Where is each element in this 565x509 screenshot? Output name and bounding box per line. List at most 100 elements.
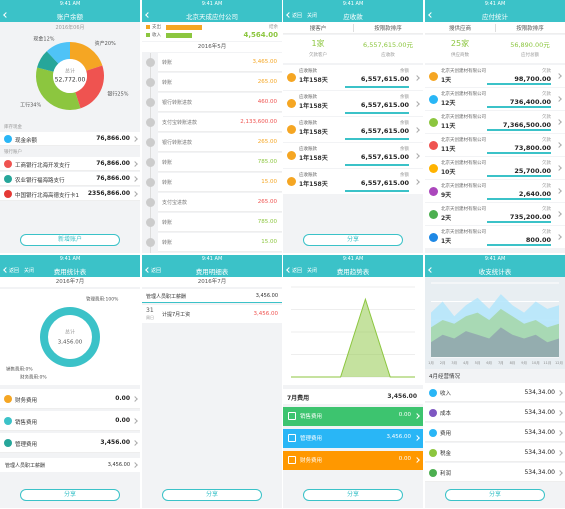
row-days: 10天 — [441, 169, 456, 176]
list-row[interactable]: 收入 534,34.00 — [425, 383, 565, 402]
list-row[interactable]: 财务费用 0.00 — [0, 389, 140, 409]
total-value: 3,456.00 — [58, 340, 83, 346]
nav-title: 费用统计表 — [53, 268, 87, 276]
tab[interactable]: 搜供应商 — [448, 26, 471, 32]
ledger-row[interactable]: 支付宝转账进款 2,133,600.00 — [158, 113, 282, 132]
tab[interactable]: 搜客户 — [309, 26, 327, 32]
ledger-row[interactable]: 银行转账进款 460.00 — [158, 93, 282, 112]
chevron — [557, 429, 563, 436]
row-icon — [429, 209, 438, 219]
list-row[interactable]: 销售费用 0.00 — [0, 411, 140, 431]
row-amount: 736,400.00 — [509, 98, 551, 106]
row-bar — [487, 198, 551, 200]
timeline-dot — [146, 198, 155, 207]
ledger-row[interactable]: 转账 15.00 — [158, 233, 282, 252]
share-button[interactable]: 分享 — [162, 489, 262, 501]
close-button[interactable]: 关闭 — [24, 268, 35, 274]
slice-label: 管理费用:100% — [86, 296, 119, 303]
row-icon — [288, 434, 296, 442]
back-button[interactable]: 返回 — [292, 268, 303, 274]
list-row[interactable]: 现金余额 76,866.00 — [0, 132, 140, 146]
category-row[interactable]: 财务费用 0.00 — [283, 451, 423, 470]
list-row[interactable]: 应收账款 1年158天 余额 6,557,615.00 — [283, 117, 423, 142]
list-row[interactable]: 工商银行北海开发支行 76,866.00 — [0, 157, 140, 171]
list-row[interactable]: 北京天创建材有限公司 1天 欠款 98,700.00 — [425, 65, 565, 87]
share-button[interactable]: 新增账户 — [20, 234, 120, 246]
row-amount: 25,700.00 — [514, 167, 551, 175]
list-row[interactable]: 北京天创建材有限公司 12天 欠款 736,400.00 — [425, 88, 565, 110]
category-row[interactable]: 销售费用 0.00 — [283, 407, 423, 426]
detail-amount: 3,456.00 — [107, 462, 130, 468]
status-bar: 9:41 AM — [425, 255, 565, 263]
ledger-row[interactable]: 转账 15.00 — [158, 173, 282, 192]
list-row[interactable]: 中国银行北海高德支行卡1 2356,866.00 — [0, 187, 140, 201]
slice-label: 工行34% — [20, 102, 41, 109]
donut-chart: 资产20% 银行25% 工行34% 现金12% 总计 52,772.00 — [0, 30, 140, 122]
detail-row[interactable]: 管理人员职工薪酬 3,456.00 — [0, 458, 140, 472]
list-row[interactable]: 应收账款 1年158天 余额 6,557,615.00 — [283, 65, 423, 90]
phone-screen: 9:41 AM 费用统计表 返回 关闭 2016年7月 管理费用:100% 销售费用:0% 财… — [0, 255, 140, 508]
donut-slice — [70, 42, 103, 71]
entry-row[interactable]: 31 周日 计提7月工资 3,456.00 — [142, 305, 282, 323]
row-icon — [4, 135, 12, 143]
legend-name: 支出 — [152, 25, 161, 30]
nav-bar: 费用趋势表 返回 关闭 — [283, 263, 423, 277]
legend-name: 收入 — [152, 33, 161, 38]
category-row[interactable]: 管理费用 3,456.00 — [283, 429, 423, 448]
chevron — [132, 161, 138, 167]
date: 2016年06月 — [55, 25, 85, 31]
ledger-row[interactable]: 转账 785.00 — [158, 213, 282, 232]
row-name: 收入 — [440, 391, 452, 397]
ledger-row[interactable]: 支付宝进款 265.00 — [158, 193, 282, 212]
list-row[interactable]: 应收账款 1年158天 余额 6,557,615.00 — [283, 91, 423, 116]
list-row[interactable]: 管理费用 3,456.00 — [0, 433, 140, 453]
row-icon — [287, 99, 296, 108]
donut-slice — [37, 51, 59, 72]
phone-screen: 9:41 AM 应收款 返回 关闭 搜客户 按限款排序 1家 6,557,615.00元 欠款客… — [283, 0, 423, 253]
share-button[interactable]: 分享 — [303, 489, 403, 501]
list-row[interactable]: 北京天创建材有限公司 11天 欠款 7,366,500.00 — [425, 111, 565, 133]
list-row[interactable]: 费用 534,34.00 — [425, 423, 565, 442]
back-button[interactable]: 返回 — [292, 13, 303, 19]
list-row[interactable]: 北京天创建材有限公司 1天 欠款 800.00 — [425, 226, 565, 248]
ledger-row[interactable]: 银行转账进款 265.00 — [158, 133, 282, 152]
list-row[interactable]: 北京天创建材有限公司 11天 欠款 73,800.00 — [425, 134, 565, 156]
row-icon — [287, 125, 296, 134]
row-icon — [429, 428, 437, 437]
chevron — [556, 165, 562, 171]
list-row[interactable]: 应收账款 1年158天 余额 6,557,615.00 — [283, 143, 423, 168]
list-row[interactable]: 农业银行福海路支行 76,866.00 — [0, 172, 140, 186]
date-selector[interactable]: 2016年7月 — [142, 277, 282, 287]
row-days: 9天 — [441, 192, 452, 199]
share-button[interactable]: 分享 — [303, 234, 403, 246]
row-name: 北京天创建材有限公司 — [441, 161, 486, 166]
row-days: 1年158天 — [299, 77, 328, 84]
close-button[interactable]: 关闭 — [307, 13, 318, 19]
tab[interactable]: 按限款排序 — [374, 26, 402, 32]
list-row[interactable]: 税金 534,34.00 — [425, 443, 565, 462]
row-amount: 534,34.00 — [524, 448, 555, 456]
list-row[interactable]: 北京天创建材有限公司 10天 欠款 25,700.00 — [425, 157, 565, 179]
row-amount: 3,456.00 — [100, 439, 130, 446]
back-button[interactable]: 返回 — [151, 268, 162, 274]
share-button[interactable]: 分享 — [20, 489, 120, 501]
row-amount-label: 余额 — [400, 147, 409, 152]
ledger-row[interactable]: 转账 785.00 — [158, 153, 282, 172]
list-row[interactable]: 北京天创建材有限公司 2天 欠款 735,200.00 — [425, 203, 565, 225]
share-button[interactable]: 分享 — [445, 489, 545, 501]
close-button[interactable]: 关闭 — [307, 268, 318, 274]
date-selector[interactable]: 2016年7月 — [0, 277, 140, 287]
date-selector[interactable]: 2016年5月 — [142, 42, 282, 52]
list-row[interactable]: 利润 534,34.00 — [425, 463, 565, 482]
ledger-row[interactable]: 转账 265.00 — [158, 73, 282, 92]
row-amount-label: 欠款 — [542, 207, 551, 212]
ledger-row[interactable]: 转账 3,465.00 — [158, 53, 282, 72]
list-row[interactable]: 应收账款 1年158天 余额 6,557,615.00 — [283, 169, 423, 194]
list-row[interactable]: 成本 534,34.00 — [425, 403, 565, 422]
row-name: 管理费用 — [15, 441, 38, 448]
row-name: 税金 — [440, 451, 452, 457]
back-button[interactable]: 返回 — [9, 268, 20, 274]
list-row[interactable]: 北京天创建材有限公司 9天 欠款 2,640.00 — [425, 180, 565, 202]
tab[interactable]: 按限款排序 — [516, 26, 544, 32]
row-amount: 2356,866.00 — [87, 190, 130, 197]
